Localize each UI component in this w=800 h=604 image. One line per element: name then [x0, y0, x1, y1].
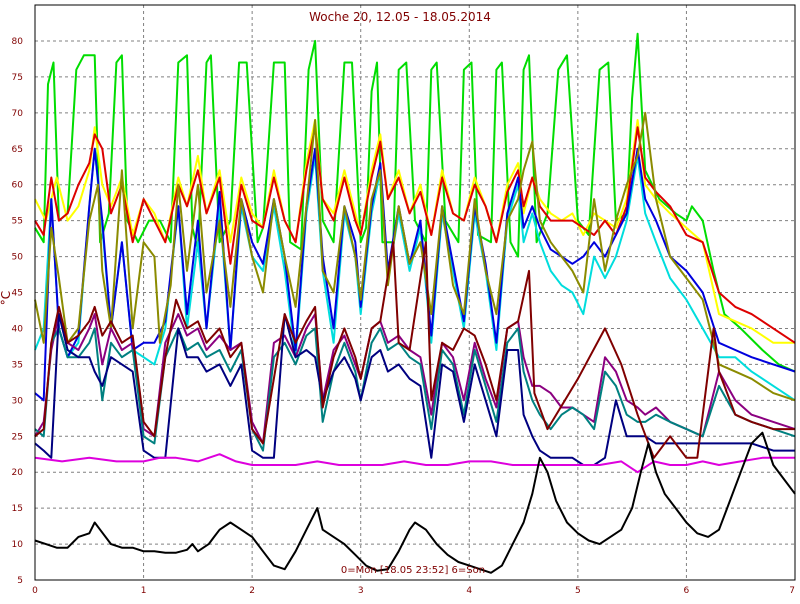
- series-line-1: [34, 32, 796, 373]
- y-tick-label: 60: [12, 181, 24, 191]
- y-tick-label: 50: [12, 253, 24, 263]
- series-line-3: [34, 126, 796, 344]
- x-tick-label: 1: [141, 586, 147, 596]
- x-tick-label: 4: [466, 586, 472, 596]
- series-line-9: [34, 313, 795, 466]
- series-line-11: [34, 453, 795, 474]
- y-tick-label: 40: [12, 324, 24, 334]
- y-tick-label: 20: [12, 468, 24, 478]
- x-tick-label: 0: [32, 586, 38, 596]
- y-tick-label: 70: [12, 109, 24, 119]
- x-axis-ticks: 0 1 2 3 4 5 6 7: [32, 586, 795, 596]
- y-tick-label: 15: [12, 504, 23, 514]
- y-tick-label: 30: [12, 396, 24, 406]
- grid: [34, 5, 796, 581]
- y-tick-label: 55: [12, 217, 23, 227]
- y-tick-label: 75: [12, 73, 23, 83]
- x-tick-label: 5: [575, 586, 581, 596]
- x-tick-label: 2: [249, 586, 255, 596]
- y-axis-label: °C: [0, 291, 13, 305]
- y-tick-label: 25: [12, 432, 23, 442]
- y-tick-label: 35: [12, 360, 23, 370]
- series-line-10: [34, 241, 795, 459]
- x-tick-label: 3: [358, 586, 364, 596]
- x-tick-label: 6: [684, 586, 690, 596]
- series-layer: [34, 32, 796, 574]
- x-tick-label: 7: [789, 586, 795, 596]
- y-tick-label: 5: [17, 576, 23, 586]
- series-line-12: [34, 431, 796, 574]
- y-tick-label: 45: [12, 289, 23, 299]
- plot-border: [34, 4, 796, 581]
- footer-label: 0=Mon [18.05 23:52] 6=Son: [341, 565, 485, 576]
- y-tick-label: 10: [12, 540, 24, 550]
- chart-title: Woche 20, 12.05 - 18.05.2014: [309, 10, 491, 24]
- y-tick-label: 80: [12, 37, 24, 47]
- series-line-5: [34, 147, 796, 402]
- series-line-8: [34, 327, 796, 452]
- y-tick-label: 65: [12, 145, 23, 155]
- series-line-6: [34, 111, 796, 402]
- y-axis-ticks: 5 10 15 20 25 30 35 40 45 50 55 60 65 70 75 80: [12, 37, 24, 586]
